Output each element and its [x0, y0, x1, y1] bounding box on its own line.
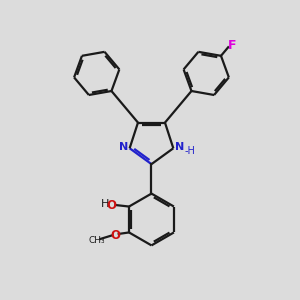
Text: CH₃: CH₃ — [88, 236, 105, 244]
Text: O: O — [106, 199, 116, 212]
Text: N: N — [118, 142, 128, 152]
Text: F: F — [228, 39, 237, 52]
Text: H: H — [100, 199, 109, 209]
Text: O: O — [110, 229, 120, 242]
Text: N: N — [175, 142, 184, 152]
Text: -H: -H — [184, 146, 195, 156]
